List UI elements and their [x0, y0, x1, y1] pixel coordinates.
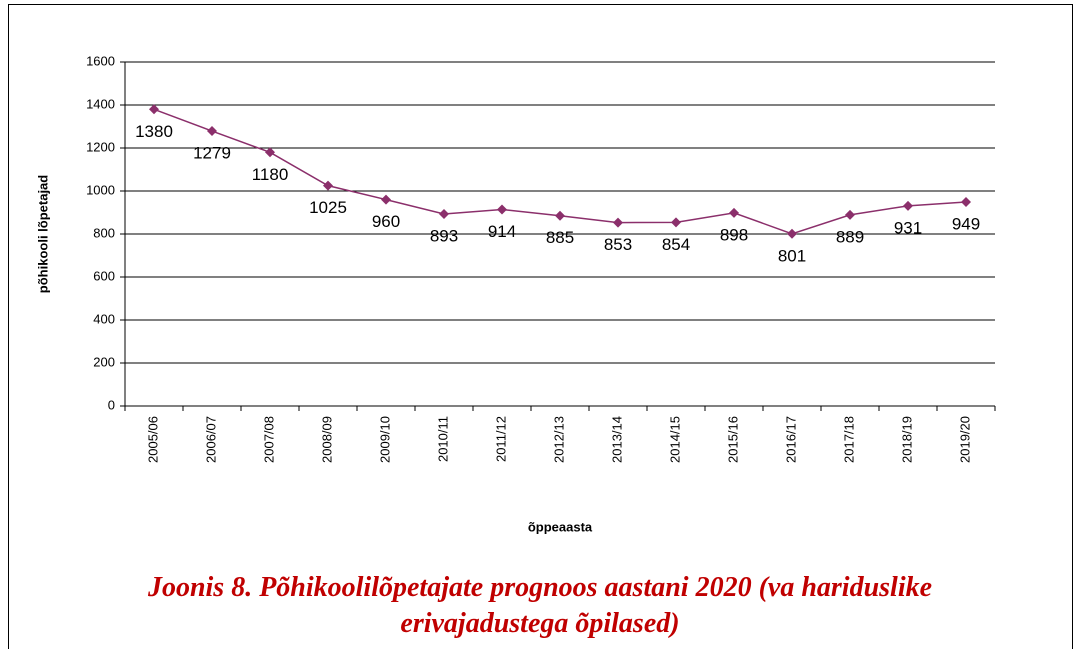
- x-tick-label: 2008/09: [319, 416, 334, 463]
- marker: [555, 210, 565, 221]
- caption: Joonis 8. Põhikoolilõpetajate prognoos a…: [147, 572, 933, 639]
- data-label: 949: [952, 214, 980, 233]
- x-tick-label: 2018/19: [899, 416, 914, 463]
- x-tick-label: 2005/06: [145, 416, 160, 463]
- marker: [787, 228, 797, 239]
- data-label: 960: [372, 212, 400, 231]
- marker: [497, 204, 507, 215]
- y-tick-label: 1400: [86, 96, 115, 111]
- y-axis-title: põhikooli lõpetajad: [35, 175, 50, 294]
- y-tick-label: 400: [93, 311, 115, 326]
- y-tick-label: 1000: [86, 182, 115, 197]
- y-tick-label: 1600: [86, 53, 115, 68]
- x-tick-label: 2012/13: [551, 416, 566, 463]
- x-tick-label: 2009/10: [377, 416, 392, 463]
- x-tick-label: 2013/14: [609, 416, 624, 463]
- data-label: 893: [430, 226, 458, 245]
- marker: [265, 147, 275, 158]
- y-tick-label: 0: [108, 397, 115, 412]
- y-tick-label: 600: [93, 268, 115, 283]
- x-tick-label: 2006/07: [203, 416, 218, 463]
- data-label: 889: [836, 227, 864, 246]
- data-label: 801: [778, 246, 806, 265]
- marker: [729, 207, 739, 218]
- data-label: 931: [894, 218, 922, 237]
- y-tick-label: 200: [93, 354, 115, 369]
- data-label: 853: [604, 235, 632, 254]
- x-axis-title: õppeaasta: [528, 519, 593, 534]
- data-label: 1180: [252, 165, 289, 184]
- marker: [323, 180, 333, 191]
- marker: [149, 104, 159, 115]
- marker: [381, 194, 391, 205]
- x-tick-label: 2007/08: [261, 416, 276, 463]
- y-tick-label: 800: [93, 225, 115, 240]
- data-label: 854: [662, 235, 690, 254]
- y-tick-label: 1200: [86, 139, 115, 154]
- marker: [439, 209, 449, 220]
- data-label: 914: [488, 222, 516, 241]
- x-tick-label: 2010/11: [435, 416, 450, 462]
- marker: [903, 200, 913, 211]
- marker: [207, 126, 217, 137]
- marker: [845, 209, 855, 220]
- x-tick-label: 2015/16: [725, 416, 740, 463]
- data-label: 1380: [135, 122, 173, 141]
- x-tick-label: 2014/15: [667, 416, 682, 463]
- marker: [613, 217, 623, 228]
- data-label: 898: [720, 225, 748, 244]
- marker: [671, 217, 681, 228]
- data-label: 1025: [309, 198, 347, 217]
- data-label: 1279: [193, 143, 231, 162]
- data-label: 885: [546, 228, 574, 247]
- x-tick-label: 2016/17: [783, 416, 798, 463]
- x-tick-label: 2017/18: [841, 416, 856, 463]
- x-tick-label: 2011/12: [493, 416, 508, 462]
- x-tick-label: 2019/20: [957, 416, 972, 463]
- frame: [8, 4, 1073, 649]
- marker: [961, 196, 971, 207]
